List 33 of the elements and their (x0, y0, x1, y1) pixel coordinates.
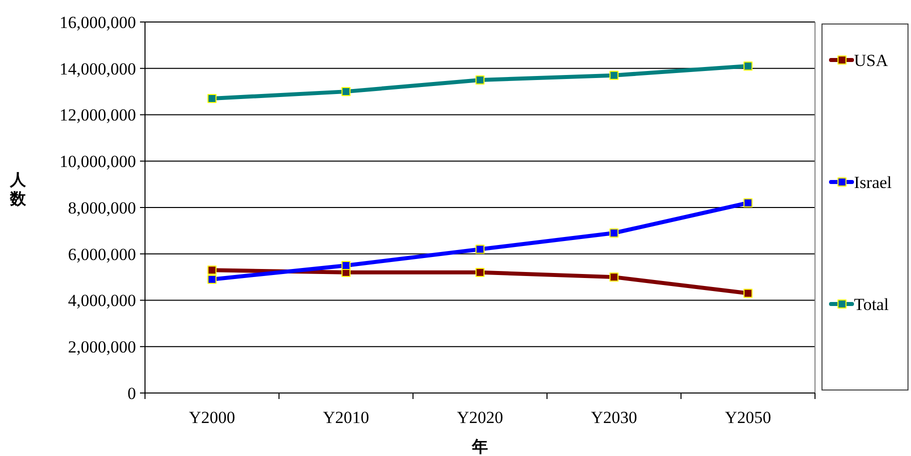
y-tick-label: 2,000,000 (68, 338, 136, 357)
point (610, 70, 618, 80)
point (476, 244, 484, 254)
point (744, 288, 752, 298)
y-axis-title: 人数 (9, 170, 27, 208)
point (610, 272, 618, 282)
x-tick-label: Y2000 (188, 408, 236, 427)
y-tick-label: 10,000,000 (60, 152, 136, 172)
point (744, 198, 752, 208)
y-tick-label: 12,000,000 (60, 106, 136, 125)
legend-label: Israel (854, 172, 892, 192)
y-tick-label: 14,000,000 (60, 59, 136, 78)
y-tick-label: 8,000,000 (68, 198, 136, 218)
x-tick-label: Y2030 (590, 408, 638, 427)
x-tick-label: Y2020 (456, 408, 504, 427)
x-axis-title: 年 (471, 437, 488, 456)
x-tick-label: Y2010 (322, 408, 370, 427)
point (208, 274, 216, 284)
legend-label: USA (854, 50, 889, 70)
point (342, 260, 350, 270)
point (342, 87, 350, 96)
point (476, 268, 484, 277)
y-tick-label: 6,000,000 (68, 244, 136, 264)
point (208, 94, 216, 104)
x-tick-label: Y2050 (724, 408, 772, 427)
point (476, 75, 484, 84)
y-tick-label: 0 (128, 384, 136, 403)
point (610, 228, 618, 238)
y-tick-label: 4,000,000 (68, 291, 136, 310)
y-tick-label: 16,000,000 (60, 12, 136, 32)
legend-label: Total (854, 294, 889, 314)
point (208, 266, 216, 275)
point (744, 62, 752, 71)
